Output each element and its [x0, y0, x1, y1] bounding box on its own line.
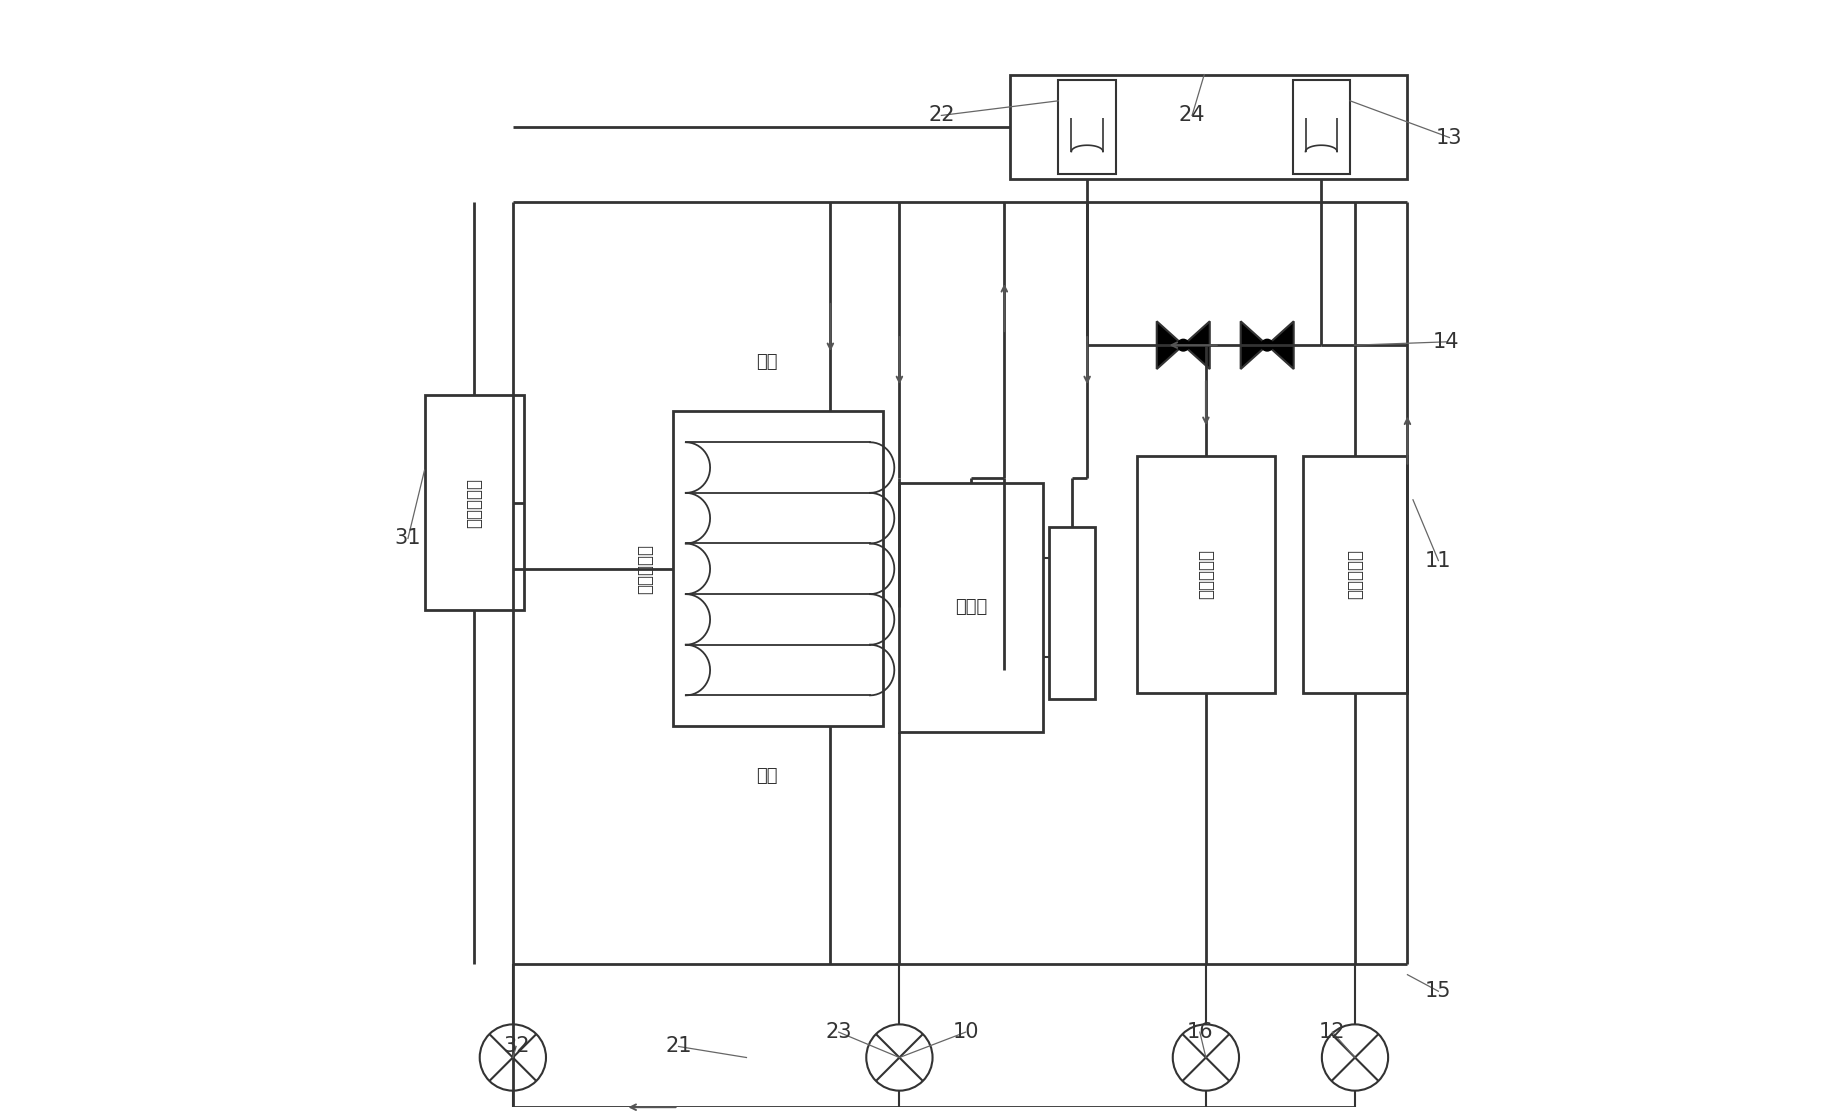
Bar [1292, 80, 1351, 175]
Text: 23: 23 [826, 1022, 851, 1042]
Text: 10: 10 [953, 1022, 979, 1042]
Bar [1010, 75, 1408, 179]
Bar [1303, 456, 1408, 693]
Text: 15: 15 [1425, 981, 1452, 1001]
Circle shape [1261, 339, 1274, 351]
Text: 14: 14 [1432, 331, 1460, 351]
Text: 16: 16 [1187, 1022, 1213, 1042]
Text: 12: 12 [1320, 1022, 1345, 1042]
Bar [1058, 80, 1115, 175]
Bar [1137, 456, 1275, 693]
Polygon shape [1240, 321, 1268, 369]
Text: 11: 11 [1425, 550, 1452, 570]
Text: 21: 21 [665, 1036, 691, 1056]
Text: 13: 13 [1436, 128, 1463, 148]
Text: 压缩机: 压缩机 [955, 598, 988, 616]
Bar [899, 484, 1043, 732]
Polygon shape [1157, 321, 1183, 369]
Text: 32: 32 [503, 1036, 529, 1056]
Circle shape [1178, 339, 1189, 351]
Polygon shape [1183, 321, 1209, 369]
Text: 室外换热器: 室外换热器 [1196, 549, 1215, 599]
Text: 出水: 出水 [756, 767, 778, 785]
Text: 进水: 进水 [756, 353, 778, 370]
Text: 第三换热器: 第三换热器 [464, 477, 483, 527]
Text: 31: 31 [394, 528, 422, 548]
Bar [424, 395, 523, 610]
Text: 第二换热器: 第二换热器 [636, 544, 654, 594]
Bar [1049, 527, 1095, 698]
Text: 24: 24 [1180, 106, 1205, 126]
Bar [673, 411, 883, 726]
Text: 22: 22 [929, 106, 955, 126]
Text: 室内换热器: 室内换热器 [1345, 549, 1364, 599]
Polygon shape [1268, 321, 1294, 369]
